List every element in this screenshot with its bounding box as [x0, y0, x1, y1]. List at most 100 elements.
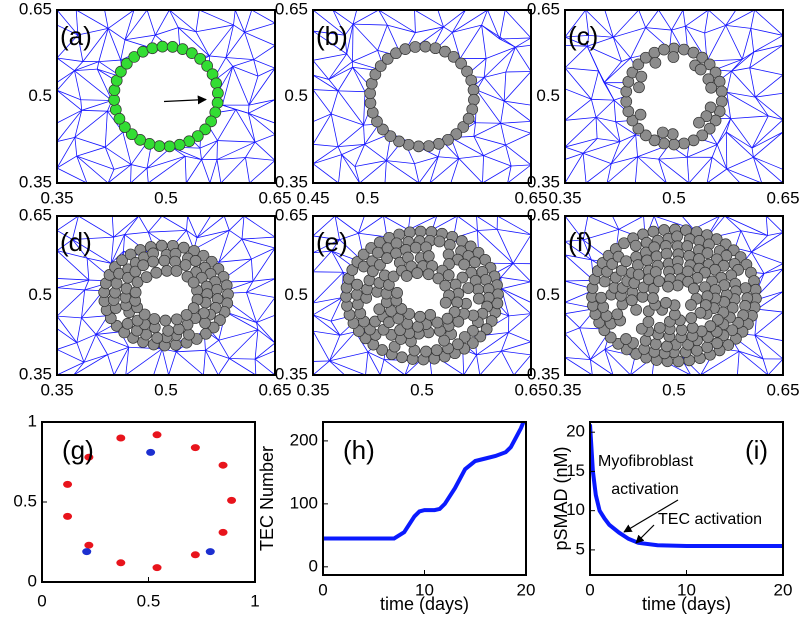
mesh-edge — [415, 157, 439, 164]
cell — [688, 283, 699, 294]
mesh-edge — [504, 72, 531, 102]
mesh-edge — [502, 282, 531, 289]
cell — [650, 339, 661, 350]
mesh-edge — [613, 37, 630, 58]
cell — [423, 141, 434, 152]
y-tick-label: 200 — [290, 430, 318, 449]
cell — [352, 279, 363, 290]
x-axis-label: time (days) — [380, 594, 469, 614]
arrow — [636, 525, 654, 543]
mesh-edge — [565, 153, 583, 159]
mesh-edge — [329, 54, 347, 80]
mesh-edge — [477, 229, 497, 230]
cell — [623, 106, 634, 117]
cell — [672, 231, 683, 242]
x-tick-label: 0.5 — [356, 188, 380, 207]
mesh-edge — [57, 280, 89, 288]
mesh-edge — [108, 355, 114, 375]
mesh-edge — [459, 156, 484, 159]
mesh-edge — [242, 216, 244, 239]
mesh-edge — [224, 216, 229, 230]
mesh-edge — [500, 10, 505, 39]
mesh-edge — [217, 160, 221, 183]
mesh-edge — [501, 101, 504, 123]
mesh-edge — [125, 40, 149, 47]
mesh-edge — [81, 290, 84, 318]
mesh-edge — [77, 318, 82, 343]
mesh-edge — [169, 10, 178, 28]
cell — [647, 293, 658, 304]
mesh-edge — [154, 349, 163, 375]
mesh-edge — [96, 334, 108, 354]
y-tick-label: 0.5 — [28, 86, 52, 105]
mesh-edge — [386, 161, 419, 183]
mesh-edge — [484, 58, 486, 77]
mesh-edge — [147, 168, 148, 183]
mesh-edge — [112, 216, 113, 237]
cell — [200, 317, 211, 328]
panel-label: (f) — [568, 227, 593, 257]
cell — [663, 281, 674, 292]
cell — [650, 57, 661, 68]
mesh-edge — [415, 10, 416, 33]
mesh-edge — [755, 312, 783, 335]
mesh-edge — [121, 40, 125, 60]
mesh-edge — [203, 350, 205, 375]
mesh-edge — [313, 144, 338, 146]
mesh-edge — [229, 216, 244, 230]
mesh-edge — [476, 123, 501, 124]
mesh-edge — [125, 232, 149, 234]
mesh-edge — [511, 165, 531, 166]
mesh-edge — [590, 360, 613, 375]
mesh-edge — [565, 334, 590, 360]
y-tick-label: 0.35 — [527, 364, 560, 383]
mesh-edge — [338, 91, 365, 92]
mesh-edge — [717, 132, 726, 144]
mesh-edge — [210, 160, 217, 183]
mesh-edge — [258, 330, 275, 343]
cell — [415, 311, 426, 322]
cell — [682, 241, 693, 252]
mesh-edge — [725, 216, 741, 231]
mesh-edge — [484, 145, 506, 156]
mesh-edge — [565, 99, 591, 120]
cell — [392, 287, 403, 298]
cell — [149, 313, 160, 324]
mesh-edge — [611, 142, 620, 164]
x-tick-label: 0.5 — [154, 188, 178, 207]
mesh-edge — [226, 312, 257, 323]
mesh-edge — [752, 116, 768, 148]
mesh-edge — [443, 27, 452, 32]
cell — [466, 75, 477, 86]
cell — [109, 85, 120, 96]
mesh-edge — [185, 156, 201, 159]
mesh-edge — [477, 216, 498, 229]
cell — [687, 322, 698, 333]
y-tick-label: 0.5 — [284, 86, 308, 105]
mesh-edge — [727, 157, 754, 169]
mesh-edge — [360, 161, 387, 183]
mesh-edge — [82, 101, 112, 111]
annotation: TEC activation — [658, 511, 762, 528]
cell — [423, 251, 434, 262]
mesh-edge — [484, 156, 512, 166]
mesh-edge — [504, 72, 506, 101]
point — [206, 548, 215, 555]
mesh-edge — [687, 157, 689, 183]
mesh-edge — [331, 321, 340, 335]
y-tick-label: 0.5 — [284, 285, 308, 304]
mesh-edge — [477, 216, 478, 231]
mesh-edge — [77, 147, 105, 156]
cell — [672, 280, 683, 291]
cell — [444, 239, 455, 250]
cell — [141, 272, 152, 283]
mesh-edge — [229, 230, 242, 239]
mesh-edge — [242, 239, 275, 248]
cell — [365, 98, 376, 109]
mesh-edge — [352, 24, 353, 61]
mesh-edge — [176, 350, 205, 351]
cell — [391, 238, 402, 249]
